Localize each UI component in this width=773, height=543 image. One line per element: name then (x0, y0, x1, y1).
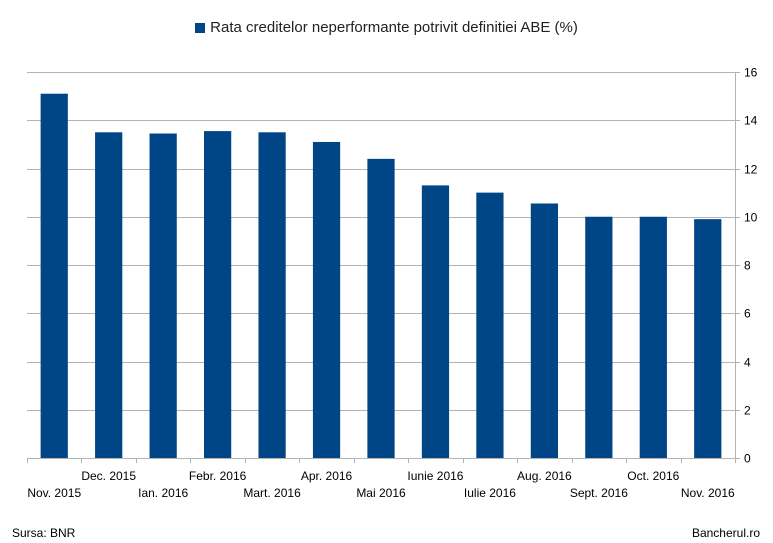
bar (694, 219, 722, 458)
x-tick-label: Oct. 2016 (627, 469, 679, 483)
bar (367, 158, 395, 458)
x-tick-label: Ian. 2016 (138, 486, 188, 500)
x-tick-label: Sept. 2016 (570, 486, 628, 500)
axes (27, 72, 736, 463)
x-tick-label: Mart. 2016 (243, 486, 301, 500)
bar (149, 133, 177, 459)
y-tick-label: 16 (744, 66, 758, 80)
bar (476, 192, 504, 458)
y-tick-labels: 0 2 4 6 8 10 12 14 16 (744, 66, 758, 466)
y-tick-label: 10 (744, 211, 758, 225)
y-tick-label: 4 (744, 356, 751, 370)
chart-legend: Rata creditelor neperformante potrivit d… (0, 19, 773, 36)
x-tick-label: Aug. 2016 (517, 469, 572, 483)
source-note: Sursa: BNR (12, 526, 76, 540)
x-tick-label: Dec. 2015 (81, 469, 136, 483)
bar (204, 131, 232, 458)
site-credit: Bancherul.ro (691, 526, 760, 540)
x-tick-label: Apr. 2016 (301, 469, 353, 483)
y-tick-label: 14 (744, 114, 758, 128)
bar (40, 93, 68, 459)
bar (258, 132, 286, 458)
x-tick-label: Iunie 2016 (407, 469, 463, 483)
x-tick-label: Febr. 2016 (189, 469, 247, 483)
bar (639, 216, 667, 458)
bar (585, 216, 613, 458)
bar (95, 132, 123, 458)
x-tick-label: Nov. 2016 (681, 486, 735, 500)
y-tick-label: 12 (744, 163, 758, 177)
bars (40, 93, 722, 459)
x-tick-label: Iulie 2016 (464, 486, 516, 500)
bar (421, 185, 450, 458)
bar (530, 203, 558, 458)
legend-label: Rata creditelor neperformante potrivit d… (210, 19, 578, 36)
bar (312, 141, 341, 458)
legend-swatch (195, 23, 206, 33)
y-tick-label: 0 (744, 452, 751, 466)
y-tick-label: 2 (744, 404, 751, 418)
y-tick-label: 8 (744, 259, 751, 273)
x-tick-label: Nov. 2015 (27, 486, 81, 500)
x-tick-label: Mai 2016 (356, 486, 406, 500)
y-tick-label: 6 (744, 307, 751, 321)
